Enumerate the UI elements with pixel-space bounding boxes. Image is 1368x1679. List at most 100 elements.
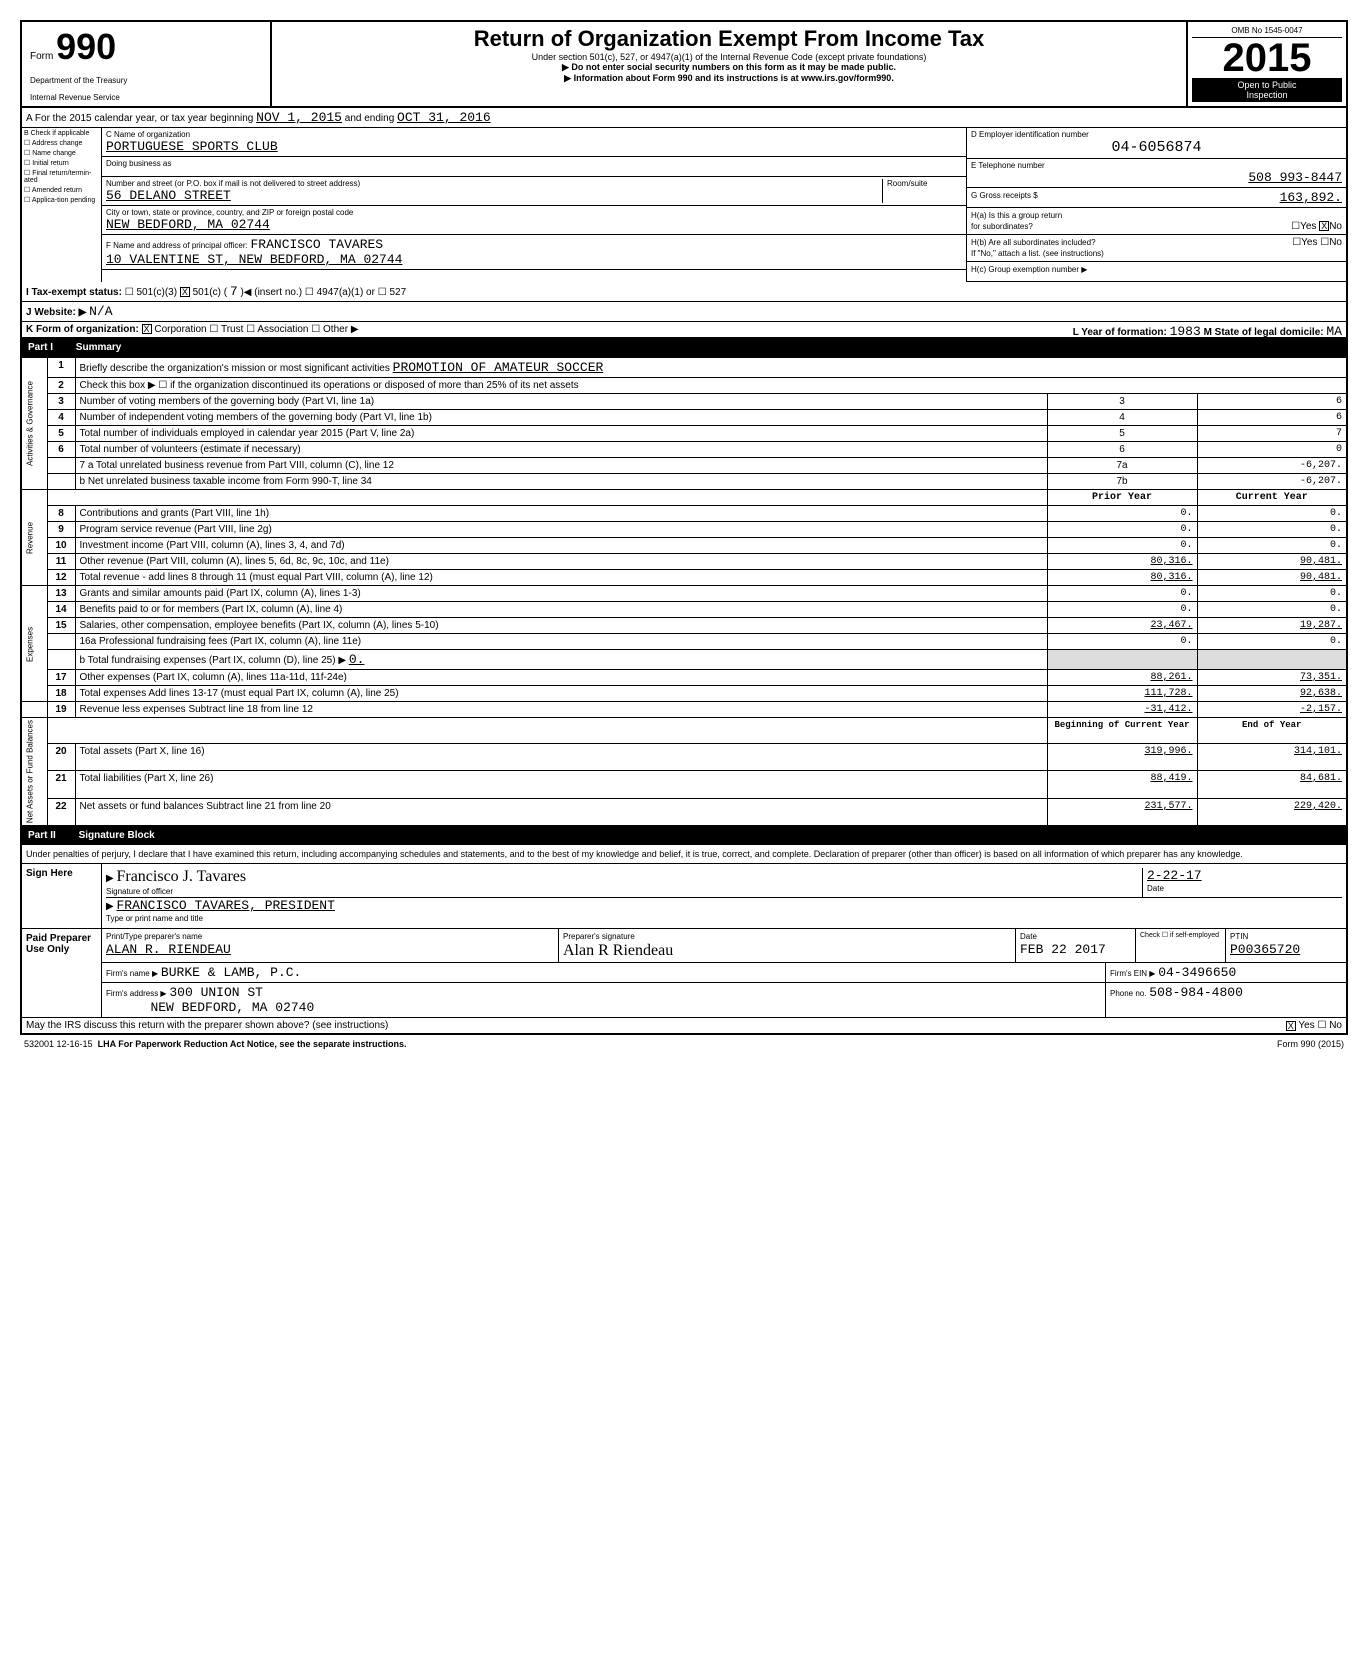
cb-initial[interactable]: ☐ Initial return [24, 159, 99, 167]
side-net: Net Assets or Fund Balances [21, 718, 47, 826]
c-label: C Name of organization [106, 130, 962, 139]
discuss: May the IRS discuss this return with the… [26, 1020, 1286, 1031]
ln15: 15 [47, 618, 75, 634]
ha-no-check[interactable]: X [1319, 221, 1329, 231]
c3: 3 [1047, 394, 1197, 410]
k-assoc: Association [257, 324, 308, 335]
begin-date: NOV 1, 2015 [256, 110, 342, 125]
line22: Net assets or fund balances Subtract lin… [75, 798, 1047, 825]
main-title: Return of Organization Exempt From Incom… [276, 26, 1182, 52]
cb-amended-label: Amended return [32, 187, 82, 194]
dept: Department of the Treasury [30, 76, 262, 85]
sig-date: 2-22-17 [1147, 868, 1202, 883]
k-corp: Corporation [154, 324, 206, 335]
ha-label: H(a) Is this a group return [971, 211, 1062, 220]
e-label: E Telephone number [971, 161, 1342, 170]
footer-lha: LHA For Paperwork Reduction Act Notice, … [98, 1039, 407, 1049]
footer: 532001 12-16-15 LHA For Paperwork Reduct… [20, 1035, 1348, 1053]
i-527: 527 [389, 287, 406, 298]
m-label: M State of legal domicile: [1204, 327, 1324, 338]
cb-app-label: Applica-tion pending [32, 197, 95, 204]
i-501c-check[interactable]: X [180, 287, 190, 297]
i-501c: 501(c) ( [193, 287, 227, 298]
cb-app[interactable]: ☐ Applica-tion pending [24, 196, 99, 204]
cu16b [1197, 650, 1347, 670]
phone: 508 993-8447 [971, 170, 1342, 185]
end-date: OCT 31, 2016 [397, 110, 491, 125]
ein: 04-6056874 [971, 139, 1342, 156]
no: No [1329, 1020, 1342, 1031]
city: NEW BEDFORD, MA 02744 [106, 217, 962, 232]
preparer-name: ALAN R. RIENDEAU [106, 942, 231, 957]
c5: 5 [1047, 426, 1197, 442]
ln22: 22 [47, 798, 75, 825]
j-value: N/A [89, 304, 112, 319]
cb-address[interactable]: ☐ Address change [24, 139, 99, 147]
part2-label: Part II [28, 830, 56, 841]
footer-form: Form 990 (2015) [1277, 1039, 1344, 1049]
part1-title: Summary [76, 342, 122, 353]
form-header-center: Return of Organization Exempt From Incom… [272, 22, 1186, 106]
phone-label: Phone no. [1110, 989, 1146, 998]
line16a: 16a Professional fundraising fees (Part … [75, 634, 1047, 650]
line4: Number of independent voting members of … [75, 410, 1047, 426]
line9: Program service revenue (Part VIII, line… [75, 522, 1047, 538]
cu15: 19,287. [1197, 618, 1347, 634]
cb-amended[interactable]: ☐ Amended return [24, 186, 99, 194]
type-print-label: Type or print name and title [106, 914, 203, 923]
c7b: 7b [1047, 474, 1197, 490]
c6: 6 [1047, 442, 1197, 458]
discuss-yes-check[interactable]: X [1286, 1021, 1296, 1031]
line8: Contributions and grants (Part VIII, lin… [75, 506, 1047, 522]
ln20: 20 [47, 743, 75, 770]
k-trust: Trust [221, 324, 243, 335]
l-label: L Year of formation: [1073, 327, 1167, 338]
ln8: 8 [47, 506, 75, 522]
p22: 231,577. [1047, 798, 1197, 825]
signature: Francisco J. Tavares [116, 868, 246, 885]
ln12: 12 [47, 570, 75, 586]
org-name: PORTUGUESE SPORTS CLUB [106, 139, 962, 154]
p10: 0. [1047, 538, 1197, 554]
line5: Total number of individuals employed in … [75, 426, 1047, 442]
k-corp-check[interactable]: X [142, 324, 152, 334]
part1-label: Part I [28, 342, 53, 353]
cb-final[interactable]: ☐ Final return/termin-ated [24, 169, 99, 184]
p11: 80,316. [1047, 554, 1197, 570]
ln17: 17 [47, 670, 75, 686]
irs: Internal Revenue Service [30, 93, 262, 102]
cb-name-label: Name change [32, 150, 76, 157]
ln5: 5 [47, 426, 75, 442]
line19: Revenue less expenses Subtract line 18 f… [75, 702, 1047, 718]
line17: Other expenses (Part IX, column (A), lin… [75, 670, 1047, 686]
room-label: Room/suite [887, 179, 962, 188]
ln3: 3 [47, 394, 75, 410]
addr-label: Number and street (or P.O. box if mail i… [106, 179, 882, 188]
paid-preparer: Paid Preparer Use Only [22, 929, 102, 1017]
hb-label: H(b) Are all subordinates included? [971, 238, 1096, 247]
line1-value: PROMOTION OF AMATEUR SOCCER [393, 360, 604, 375]
ptin: P00365720 [1230, 942, 1300, 957]
declaration: Under penalties of perjury, I declare th… [22, 845, 1346, 864]
p15: 23,467. [1047, 618, 1197, 634]
tax-year-row: A For the 2015 calendar year, or tax yea… [20, 106, 1348, 128]
c7a: 7a [1047, 458, 1197, 474]
ln13: 13 [47, 586, 75, 602]
i-501c3: 501(c)(3) [136, 287, 177, 298]
val7a: -6,207. [1197, 458, 1347, 474]
footer-code: 532001 12-16-15 [24, 1039, 93, 1049]
line12: Total revenue - add lines 8 through 11 (… [75, 570, 1047, 586]
firm-name: BURKE & LAMB, P.C. [161, 965, 301, 980]
form-header-left: Form 990 Department of the Treasury Inte… [22, 22, 272, 106]
ln18: 18 [47, 686, 75, 702]
part1-header: Part I Summary [20, 338, 1348, 357]
ln7a [47, 458, 75, 474]
cu19: -2,157. [1197, 702, 1347, 718]
p12: 80,316. [1047, 570, 1197, 586]
b-label: B Check if applicable [24, 130, 99, 137]
cu16a: 0. [1197, 634, 1347, 650]
cb-name[interactable]: ☐ Name change [24, 149, 99, 157]
hc-label: H(c) Group exemption number ▶ [971, 265, 1087, 274]
m-value: MA [1326, 324, 1342, 339]
line7a: 7 a Total unrelated business revenue fro… [75, 458, 1047, 474]
